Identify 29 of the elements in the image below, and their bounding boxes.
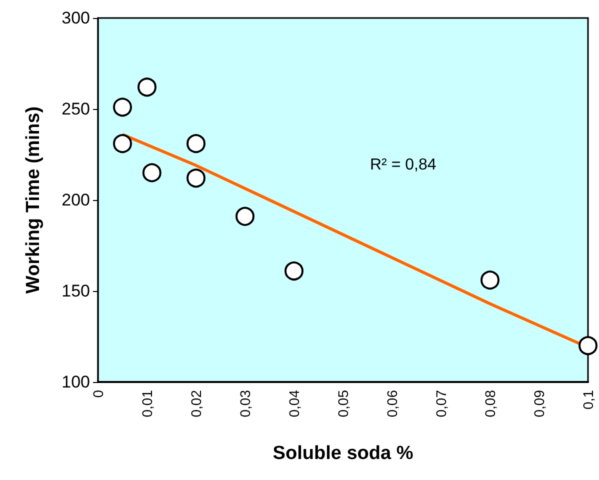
point [284, 261, 304, 280]
point [142, 163, 162, 182]
x-tick-label: 0,01 [139, 390, 155, 418]
point [113, 134, 132, 154]
x-tick-label: 0 [90, 390, 106, 398]
point [138, 78, 156, 97]
y-tick-label: 100 [62, 372, 90, 392]
y-tick-label: 250 [62, 100, 90, 118]
x-tick-label: 0,03 [237, 390, 253, 418]
x-tick-label: 0,06 [384, 390, 400, 418]
x-axis-title: Soluble soda % [272, 443, 414, 464]
y-tick-label: 200 [62, 190, 90, 210]
x-tick-label: 0,02 [188, 390, 204, 418]
x-tick-label: 0,07 [433, 390, 449, 418]
point [113, 98, 132, 117]
y-axis-title: Working Time (mins) [23, 106, 44, 294]
x-tick-label: 0,08 [482, 390, 498, 418]
y-tick-label: 150 [62, 282, 90, 300]
annotation: R² = 0,84 [370, 156, 436, 174]
x-tick-label: 0,1 [580, 390, 596, 410]
point [186, 168, 206, 188]
point [578, 336, 598, 356]
x-tick-label: 0,04 [286, 390, 302, 418]
point [186, 134, 206, 154]
x-tick-label: 0,09 [531, 390, 547, 418]
x-tick-label: 0,05 [335, 390, 351, 418]
point [480, 270, 500, 290]
point [236, 206, 254, 226]
y-tick-label: 300 [62, 8, 90, 28]
